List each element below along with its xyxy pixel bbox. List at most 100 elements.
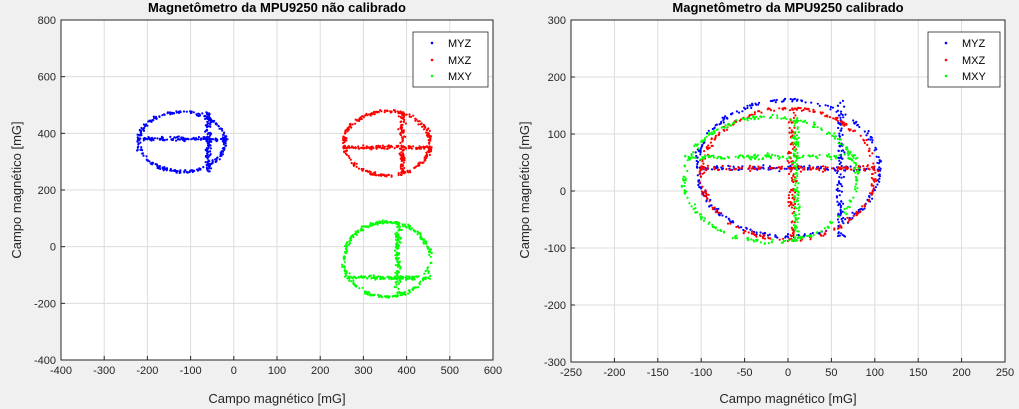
data-point: [850, 218, 853, 221]
data-point: [364, 291, 367, 295]
data-point: [425, 145, 428, 148]
data-point: [371, 222, 374, 225]
data-point: [381, 222, 384, 225]
data-point: [836, 171, 839, 175]
data-point: [421, 161, 424, 164]
data-point: [789, 170, 792, 173]
data-point: [161, 139, 165, 142]
data-point: [716, 128, 719, 131]
data-point: [755, 155, 758, 158]
data-point: [398, 152, 401, 155]
data-point: [873, 149, 876, 152]
data-point: [831, 221, 834, 224]
data-point: [716, 229, 719, 232]
data-point: [840, 218, 843, 221]
data-point: [705, 196, 709, 200]
data-point: [710, 137, 713, 140]
data-point: [400, 151, 403, 154]
data-point: [842, 216, 845, 219]
data-point: [816, 102, 819, 105]
x-axis-label: Campo magnético [mG]: [208, 391, 345, 406]
data-point: [796, 98, 799, 101]
data-point: [376, 221, 379, 224]
data-point: [842, 202, 845, 205]
data-point: [357, 276, 360, 279]
data-point: [845, 212, 848, 215]
data-point: [806, 168, 809, 171]
data-point: [838, 132, 841, 135]
data-point: [207, 132, 210, 135]
data-point: [355, 232, 358, 235]
data-point: [836, 137, 840, 141]
data-point: [793, 239, 796, 242]
data-point: [793, 146, 796, 149]
data-point: [398, 279, 401, 282]
data-point: [348, 240, 351, 243]
data-point: [414, 117, 417, 120]
data-point: [729, 220, 732, 223]
data-point: [221, 136, 224, 139]
data-point: [835, 195, 839, 198]
data-point: [796, 172, 799, 175]
data-point: [853, 188, 857, 191]
data-point: [399, 115, 402, 118]
data-point: [842, 175, 846, 178]
data-point: [738, 226, 741, 229]
data-point: [847, 156, 850, 160]
data-point: [142, 128, 145, 131]
data-point: [793, 205, 797, 209]
data-point: [344, 245, 347, 248]
data-point: [717, 134, 720, 137]
data-point: [394, 110, 397, 114]
data-point: [343, 266, 346, 269]
data-point: [197, 135, 200, 139]
data-point: [848, 151, 851, 154]
data-point: [383, 295, 386, 298]
data-point: [704, 154, 707, 157]
data-point: [362, 144, 365, 147]
data-point: [796, 218, 799, 221]
data-point: [814, 155, 817, 158]
data-point: [397, 235, 400, 238]
data-point: [213, 119, 216, 122]
data-point: [713, 126, 716, 129]
data-point: [190, 111, 193, 114]
data-point: [379, 294, 383, 297]
data-point: [206, 157, 209, 160]
data-point: [361, 286, 364, 289]
data-point: [397, 243, 400, 246]
data-point: [142, 137, 145, 140]
data-point: [794, 137, 797, 140]
data-point: [152, 115, 155, 118]
data-point: [874, 146, 877, 149]
data-point: [404, 122, 407, 125]
data-point: [224, 144, 228, 147]
data-point: [843, 211, 846, 214]
data-point: [865, 139, 868, 142]
data-point: [705, 135, 708, 138]
data-point: [735, 119, 738, 122]
data-point: [702, 219, 706, 222]
data-point: [855, 190, 858, 193]
x-tick-label: 500: [441, 365, 459, 377]
data-point: [838, 194, 841, 197]
data-point: [872, 162, 875, 165]
data-point: [789, 97, 792, 101]
data-point: [222, 133, 225, 136]
data-point: [210, 140, 213, 143]
data-point: [418, 120, 421, 123]
x-tick-label: 250: [996, 367, 1014, 379]
data-point: [722, 129, 726, 132]
data-point: [838, 114, 841, 117]
data-point: [762, 233, 765, 236]
data-point: [767, 236, 770, 239]
data-point: [789, 203, 792, 206]
data-point: [755, 103, 758, 106]
data-point: [385, 220, 388, 223]
data-point: [225, 138, 228, 141]
series-mxz: [698, 106, 880, 243]
data-point: [838, 159, 841, 162]
data-point: [822, 234, 825, 237]
data-point: [405, 147, 408, 150]
data-point: [742, 232, 745, 235]
